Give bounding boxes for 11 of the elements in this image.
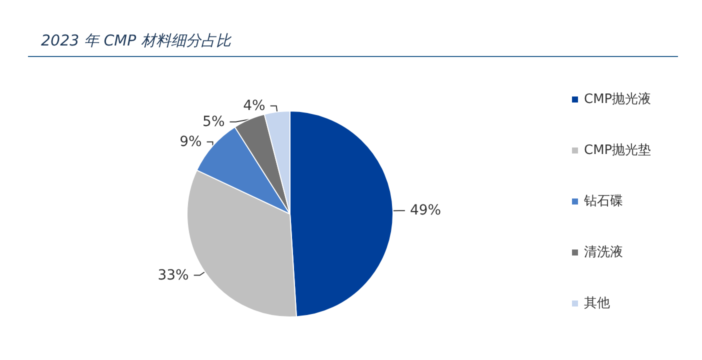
legend-label: 清洗液 — [584, 245, 623, 260]
legend-label: 其他 — [584, 296, 610, 311]
data-label: 49% — [410, 202, 442, 219]
data-label: 33% — [158, 267, 189, 284]
data-label: 9% — [180, 134, 202, 150]
data-label: 4% — [243, 98, 266, 114]
chart-title: 2023 年 CMP 材料细分占比 — [41, 32, 232, 50]
data-label: 5% — [202, 114, 225, 130]
legend-label: CMP抛光垫 — [584, 143, 652, 158]
legend-label: 钻石碟 — [583, 194, 623, 209]
legend-label: CMP抛光液 — [584, 92, 652, 107]
